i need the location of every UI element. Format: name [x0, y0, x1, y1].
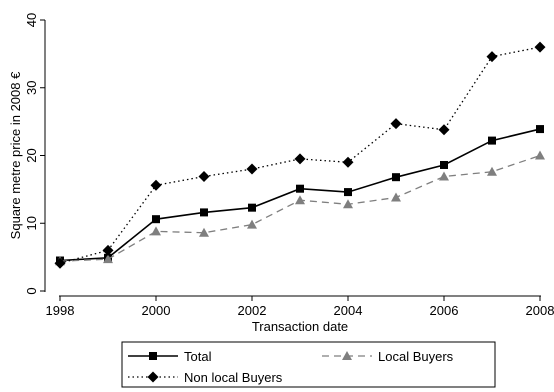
- data-point: [296, 184, 304, 193]
- chart-series: [54, 41, 546, 269]
- y-tick-label: 30: [24, 81, 39, 95]
- data-point: [246, 163, 258, 175]
- data-point: [488, 136, 496, 145]
- legend-item: Total: [128, 349, 212, 364]
- data-point: [199, 227, 209, 237]
- y-tick-label: 40: [24, 13, 39, 27]
- legend-label: Non local Buyers: [184, 370, 283, 385]
- data-point: [392, 173, 400, 182]
- data-point: [151, 226, 161, 236]
- data-point: [486, 51, 498, 63]
- y-tick-label: 0: [24, 287, 39, 294]
- y-tick-label: 20: [24, 148, 39, 162]
- series-non-local-buyers: [54, 41, 546, 269]
- data-point: [536, 125, 544, 134]
- data-point: [535, 150, 545, 160]
- x-tick-label: 2008: [526, 303, 554, 318]
- x-axis-title: Transaction date: [252, 319, 348, 334]
- legend-item: Local Buyers: [322, 349, 454, 364]
- data-point: [487, 166, 497, 176]
- series-local-buyers: [55, 150, 545, 266]
- x-tick-label: 2004: [334, 303, 363, 318]
- data-point: [248, 203, 256, 212]
- data-point: [295, 195, 305, 205]
- legend-swatch-marker: [149, 352, 157, 360]
- data-point: [342, 156, 354, 168]
- x-tick-label: 2002: [238, 303, 267, 318]
- series-line: [59, 154, 541, 262]
- data-point: [440, 160, 448, 169]
- data-point: [438, 124, 450, 136]
- data-point: [152, 215, 160, 224]
- legend-swatch-marker: [342, 351, 352, 360]
- data-point: [103, 254, 113, 264]
- y-tick-label: 10: [24, 216, 39, 230]
- legend-label: Total: [184, 349, 212, 364]
- data-point: [247, 219, 257, 229]
- data-point: [200, 208, 208, 217]
- data-point: [391, 192, 401, 202]
- data-point: [344, 188, 352, 197]
- data-point: [198, 171, 210, 183]
- legend-swatch-marker: [147, 371, 159, 383]
- legend-label: Local Buyers: [378, 349, 454, 364]
- data-point: [343, 199, 353, 209]
- data-point: [54, 257, 66, 269]
- data-point: [390, 118, 402, 130]
- data-point: [102, 244, 114, 256]
- chart-legend: Total Local Buyers Non local Buyers: [121, 341, 496, 388]
- legend-box: [121, 341, 496, 388]
- series-total: [56, 125, 544, 265]
- chart-axes: 0 10 20 30 40 1998 2000 2002 2004 2006 2008: [24, 13, 554, 318]
- data-point: [294, 153, 306, 165]
- x-tick-label: 2000: [142, 303, 171, 318]
- series-line: [59, 46, 541, 264]
- x-tick-label: 2006: [430, 303, 459, 318]
- series-line: [59, 128, 541, 262]
- y-axis-title: Square metre price in 2008 €: [8, 71, 23, 239]
- legend-item: Non local Buyers: [128, 370, 283, 385]
- data-point: [439, 171, 449, 181]
- data-point: [150, 179, 162, 191]
- data-point: [534, 41, 546, 53]
- x-tick-label: 1998: [46, 303, 75, 318]
